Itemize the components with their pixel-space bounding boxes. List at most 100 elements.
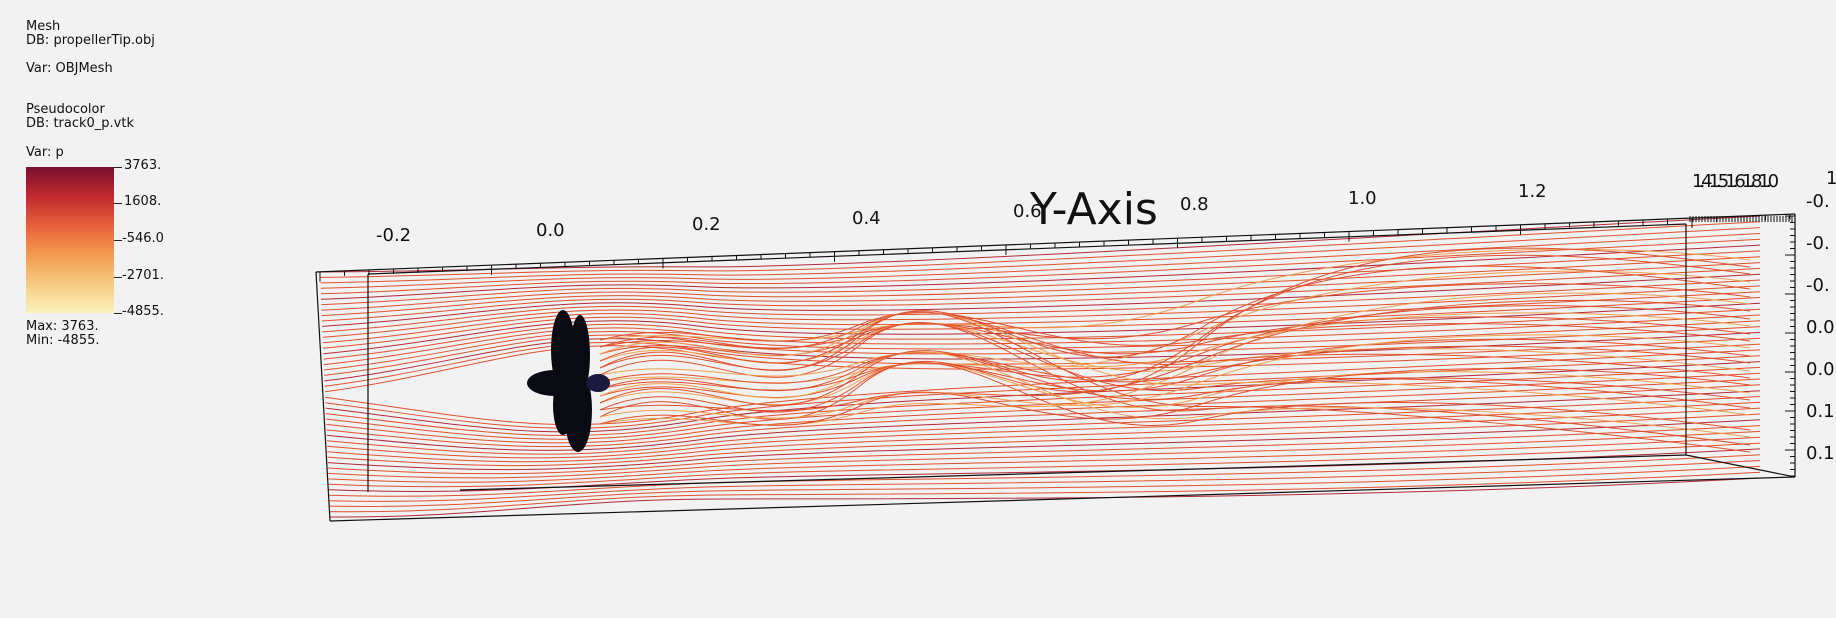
streamline [329, 471, 1761, 513]
streamline [320, 227, 1761, 284]
bbox-edge-left [315, 271, 331, 522]
right-tick-label-1: -0. [1806, 233, 1830, 254]
streamline [327, 401, 1761, 459]
y-tick-label-5: 0.8 [1180, 194, 1209, 215]
streamline [320, 233, 1761, 289]
wake-streamline [599, 351, 1751, 438]
right-tick-label-5: 0.1 [1806, 401, 1835, 422]
streamline [325, 349, 1761, 426]
streamline [326, 378, 1761, 444]
y-axis-ticks [319, 214, 1796, 282]
y-axis-title: Y-Axis [1030, 184, 1158, 235]
mesh-legend-var: Var: OBJMesh [26, 61, 113, 76]
right-axis-ticks [1785, 215, 1795, 477]
mesh-legend-db: DB: propellerTip.obj [26, 33, 155, 48]
streamlines-background [319, 215, 1761, 518]
y-tick-label-0: -0.2 [376, 225, 412, 246]
colorbar-tick-4 [114, 313, 122, 314]
colorbar [26, 167, 114, 313]
streamline [328, 430, 1761, 479]
wake-streamline [599, 254, 1751, 406]
colorbar-tick-3 [114, 277, 122, 278]
wake-streamline [599, 311, 1751, 379]
bbox-edge-bottom [329, 476, 1796, 522]
streamline [325, 355, 1761, 429]
propeller-blade-bottom-2 [553, 375, 573, 435]
wake-streamline [599, 351, 1751, 401]
streamline [320, 238, 1761, 295]
streamline [323, 314, 1761, 366]
right-tick-label-6: 0.1 [1806, 443, 1835, 464]
colorbar-tick-1 [114, 203, 122, 204]
bbox-edge-top-front [367, 223, 1687, 275]
streamline [327, 413, 1761, 467]
streamline [326, 384, 1761, 448]
y-tick-label-7: 1.2 [1518, 181, 1547, 202]
wake-streamline [599, 311, 1751, 416]
streamline [325, 366, 1761, 437]
streamline [329, 477, 1761, 518]
wake-streamline [599, 311, 1751, 453]
streamline [323, 308, 1761, 360]
streamline [329, 460, 1761, 502]
y-tick-label-4: 0.6 [1013, 201, 1042, 222]
colorbar-label-3: -2701. [122, 268, 164, 283]
streamline [327, 425, 1761, 475]
y-tick-label-1: 0.0 [536, 220, 565, 241]
streamline [323, 320, 1761, 371]
wake-streamline [599, 334, 1751, 419]
y-tick-label-3: 0.4 [852, 208, 881, 229]
y-tick-label-end-overlap: 1.41.51.61.81.0 [1692, 171, 1779, 192]
streamline [322, 279, 1761, 333]
streamline [321, 244, 1761, 300]
streamline [324, 326, 1761, 376]
streamline [321, 262, 1761, 317]
colorbar-label-2: -546.0 [122, 231, 164, 246]
streamline [327, 419, 1761, 471]
y-tick-label-6: 1.0 [1348, 188, 1377, 209]
propeller-shaft [586, 374, 610, 392]
right-tick-label-3: 0.0 [1806, 317, 1835, 338]
bbox-edge-bottom-back [459, 454, 1687, 491]
streamline [328, 436, 1761, 483]
streamline [327, 407, 1761, 463]
wake-streamline [599, 265, 1751, 371]
streamline [326, 390, 1761, 451]
streamline [326, 396, 1761, 455]
corner-tick-label: 1 [1826, 168, 1836, 189]
streamline [322, 273, 1761, 327]
wake-streamline [599, 312, 1751, 346]
wake-streamline [599, 345, 1751, 384]
right-tick-label-2: -0. [1806, 275, 1830, 296]
right-tick-label-0: -0. [1806, 191, 1830, 212]
streamline [321, 256, 1761, 311]
pseudocolor-legend-var: Var: p [26, 145, 64, 160]
streamline [329, 465, 1761, 507]
colorbar-label-4: -4855. [122, 304, 164, 319]
streamline [323, 297, 1761, 349]
propeller-blade-top [551, 310, 575, 390]
streamline [329, 454, 1761, 497]
streamline [328, 442, 1761, 488]
streamlines-wake [599, 247, 1751, 453]
propeller-mesh [527, 310, 610, 452]
streamline [324, 343, 1761, 393]
colorbar-tick-0 [114, 167, 122, 168]
colorbar-label-1: 1608. [124, 194, 162, 209]
pseudocolor-legend-title: Pseudocolor [26, 102, 105, 117]
wake-streamline [599, 368, 1751, 426]
wake-streamline [599, 299, 1751, 412]
streamline [323, 302, 1761, 355]
pseudocolor-min: Min: -4855. [26, 333, 100, 348]
streamline [321, 250, 1761, 306]
streamline [321, 267, 1761, 322]
right-tick-label-4: 0.0 [1806, 359, 1835, 380]
mesh-legend-title: Mesh [26, 19, 61, 34]
colorbar-label-0: 3763. [124, 158, 162, 173]
bbox-edge-br [1685, 454, 1796, 478]
pseudocolor-max: Max: 3763. [26, 319, 99, 334]
streamline [328, 448, 1761, 492]
colorbar-tick-2 [114, 240, 122, 241]
pseudocolor-legend-db: DB: track0_p.vtk [26, 116, 134, 131]
